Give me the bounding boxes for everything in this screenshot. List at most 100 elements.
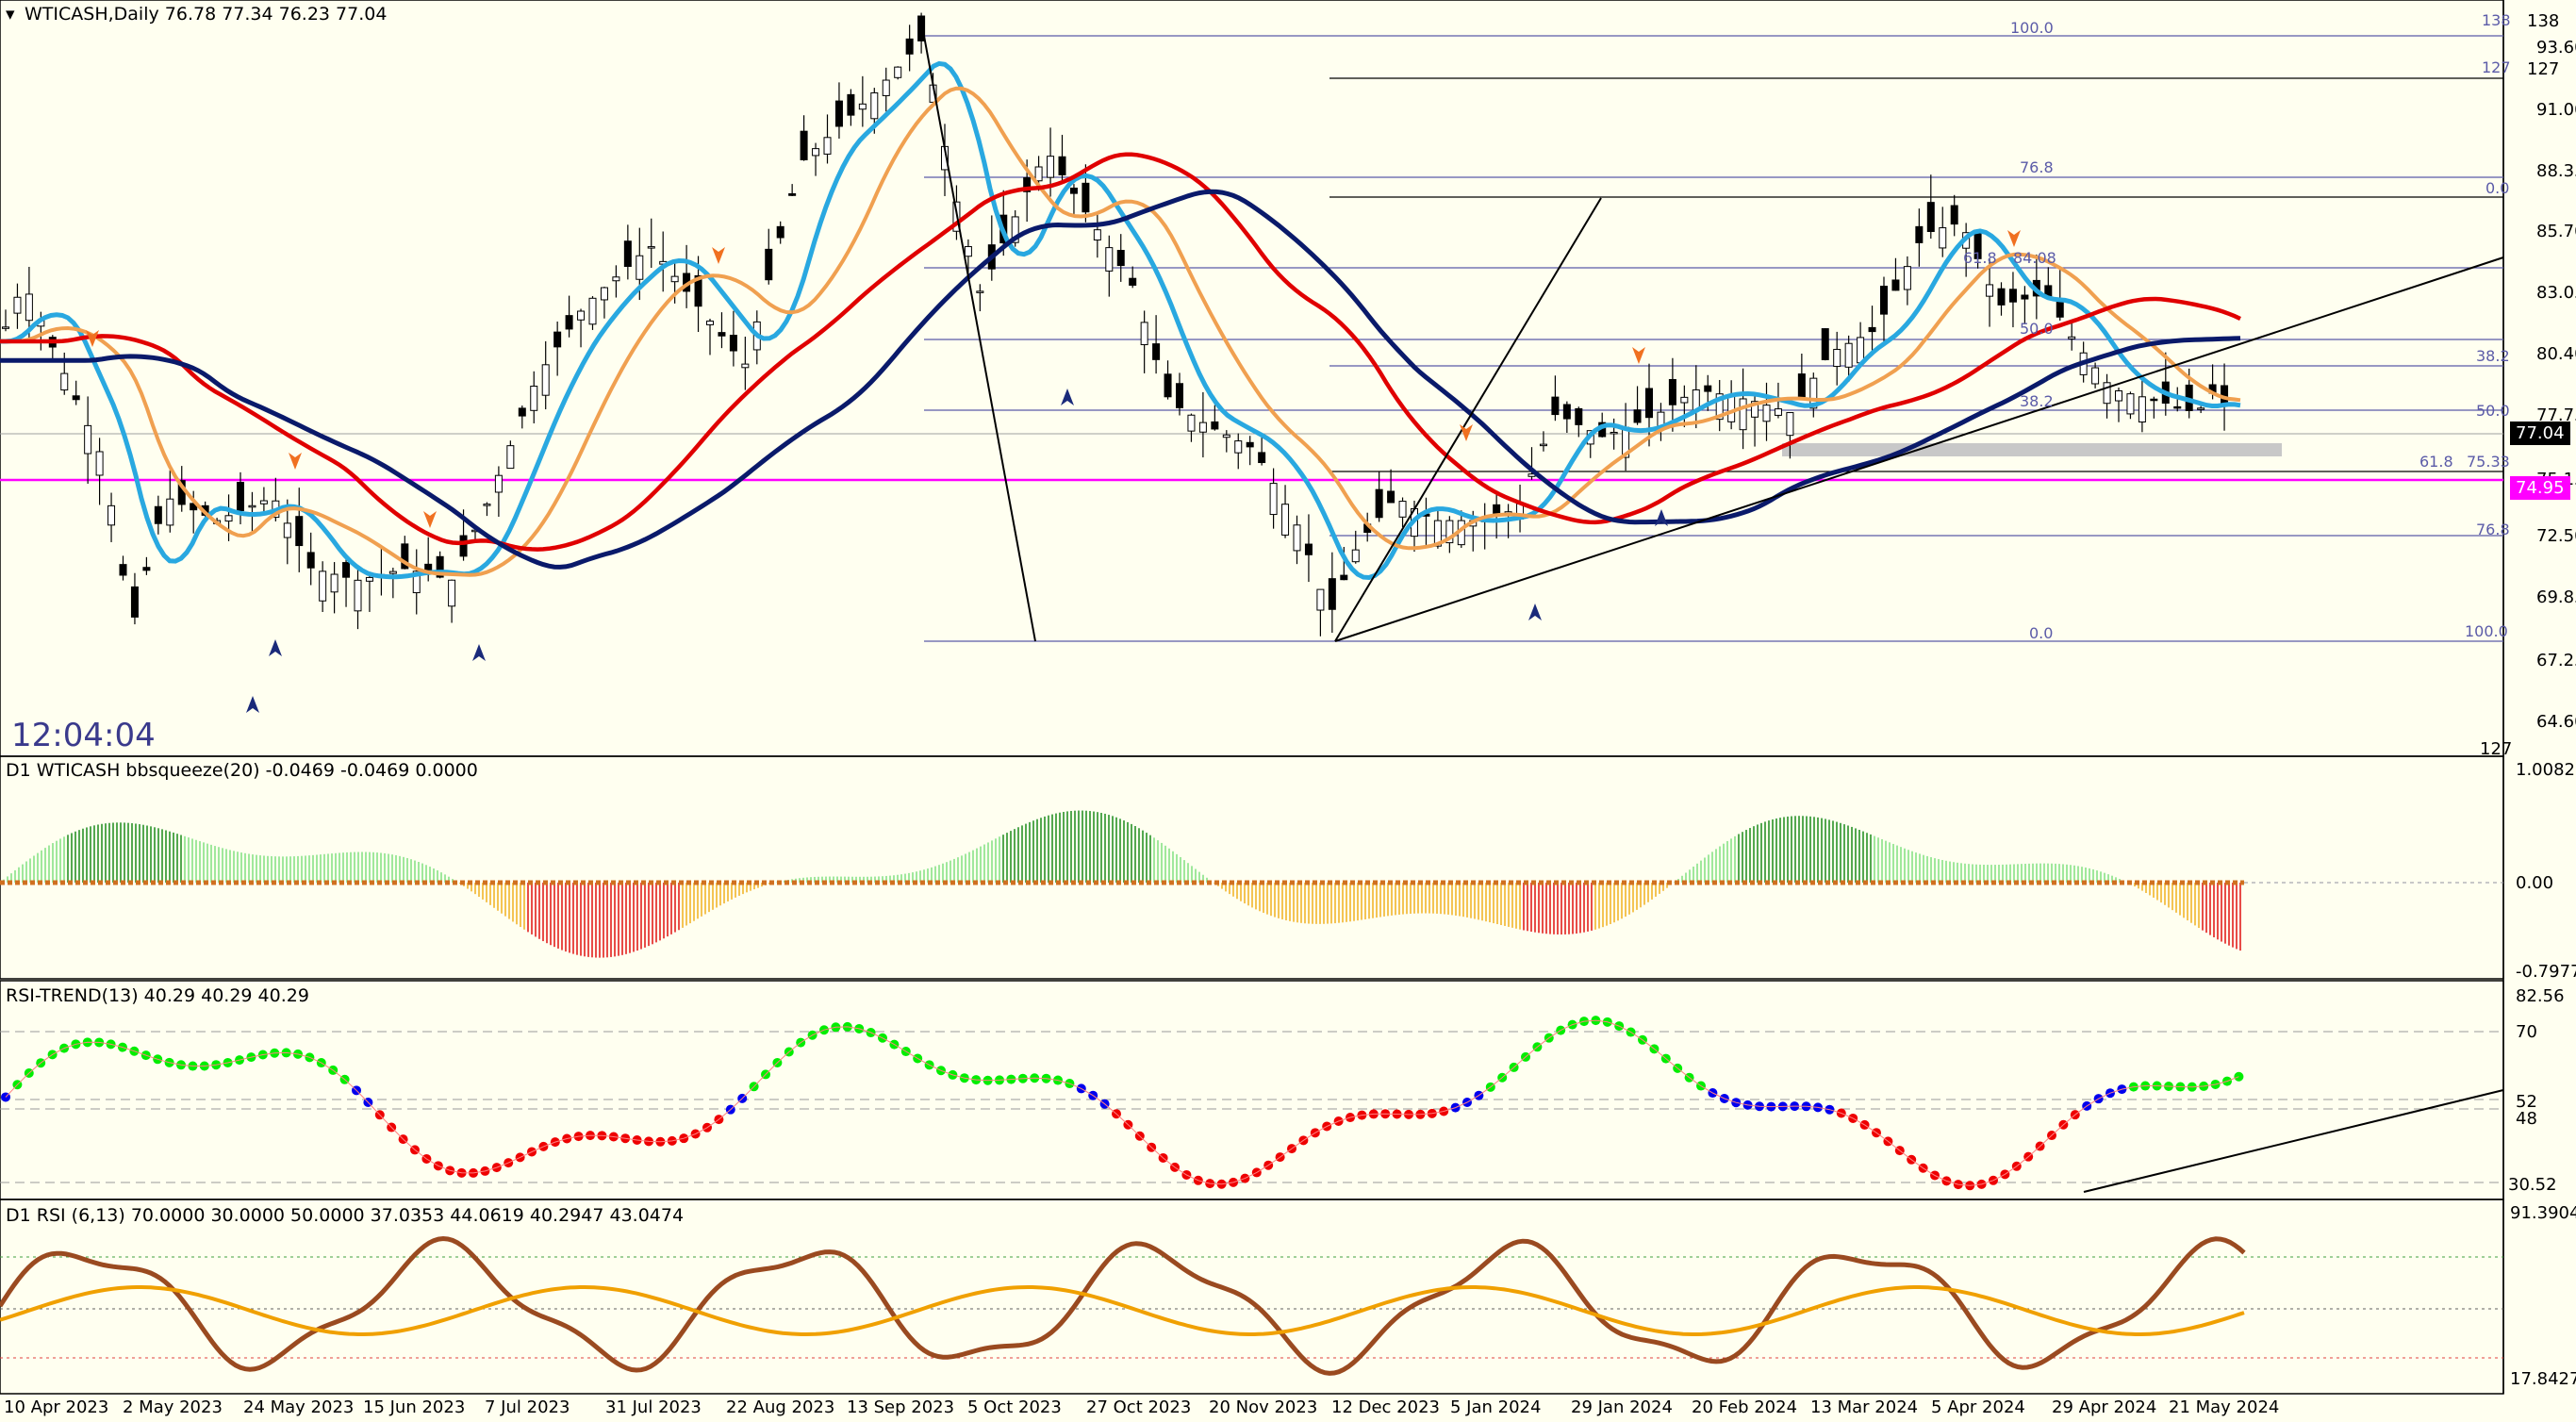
candle-body	[295, 516, 304, 547]
candle-body	[1774, 408, 1782, 416]
candle-body	[1915, 225, 1924, 243]
candle-body	[1645, 388, 1653, 419]
support-zone	[1782, 443, 2282, 456]
rsi-trend-axis-label: 82.56	[2516, 986, 2565, 1006]
candle-body	[1715, 393, 1724, 421]
candle-body	[518, 407, 526, 417]
candle-body	[1093, 229, 1101, 241]
candle-body	[388, 570, 397, 574]
candle-body	[670, 275, 679, 283]
date-label: 7 Jul 2023	[485, 1397, 570, 1417]
candle-body	[1821, 328, 1829, 360]
candle-body	[283, 522, 291, 538]
candle-body	[1023, 177, 1032, 192]
candle-body	[800, 130, 808, 160]
trend-line	[923, 35, 1036, 642]
arrow-down-icon	[86, 330, 99, 347]
candle-body	[2008, 289, 2017, 303]
current-price-badge: 77.04	[2510, 422, 2570, 445]
rsi-header: D1 RSI (6,13) 70.0000 30.0000 50.0000 37…	[6, 1205, 685, 1226]
rsi-trend-header: RSI-TREND(13) 40.29 40.29 40.29	[6, 985, 309, 1006]
candle-body	[847, 93, 855, 116]
candle-body	[119, 564, 127, 576]
candle-body	[1903, 266, 1911, 290]
symbol-header: WTICASH,Daily 76.78 77.34 76.23 77.04	[25, 4, 388, 25]
candle-body	[412, 570, 421, 594]
candle-body	[1433, 520, 1442, 547]
candle-body	[976, 290, 984, 293]
symbol-menu-arrow[interactable]: ▾	[6, 4, 15, 25]
price-axis-label: 85.70	[2536, 222, 2576, 241]
candle-body	[1610, 431, 1618, 435]
candle-body	[436, 555, 444, 578]
trend-line	[1334, 256, 2504, 642]
candle-body	[565, 315, 573, 330]
candle-body	[1575, 407, 1583, 425]
candle-body	[459, 535, 468, 557]
candle-body	[834, 100, 843, 127]
date-label: 12 Dec 2023	[1331, 1397, 1440, 1417]
ma-slow-navy-line	[0, 189, 2241, 570]
candle-body	[1844, 342, 1853, 368]
bbsqueeze-header: D1 WTICASH bbsqueeze(20) -0.0469 -0.0469…	[6, 760, 478, 781]
candle-body	[1539, 443, 1547, 447]
date-label: 5 Jan 2024	[1450, 1397, 1542, 1417]
candle-body	[1328, 578, 1336, 610]
bbsqueeze-axis-label: 0.00	[2516, 873, 2554, 893]
candle-body	[1211, 421, 1219, 430]
arrow-down-icon	[289, 453, 302, 470]
candle-body	[1304, 543, 1313, 555]
candle-body	[224, 515, 233, 522]
candle-body	[1047, 156, 1055, 178]
ma-slow-red-line	[0, 152, 2241, 552]
fib-label: 100.0	[2465, 622, 2508, 640]
candle-body	[1387, 490, 1395, 504]
price-axis-top: 138	[2527, 11, 2560, 31]
candle-body	[330, 573, 339, 593]
candle-body	[812, 148, 820, 157]
fib-label: 0.0	[2485, 179, 2510, 197]
bbsqueeze-axis-label: -0.7977	[2516, 962, 2576, 982]
candle-body	[882, 79, 890, 96]
candle-body	[1293, 524, 1301, 552]
candle-body	[72, 395, 80, 401]
candle-body	[2173, 405, 2182, 409]
fib-label: 38.2	[2476, 347, 2510, 365]
candle-body	[823, 137, 832, 155]
candle-body	[1445, 520, 1454, 544]
candle-body	[1034, 166, 1043, 182]
candle-body	[776, 225, 784, 239]
candle-body	[647, 246, 655, 249]
arrow-up-icon	[246, 696, 259, 713]
candle-body	[1316, 588, 1325, 611]
candle-body	[1152, 343, 1161, 360]
candle-body	[1246, 441, 1254, 448]
arrow-down-icon	[423, 511, 437, 528]
candle-body	[1269, 483, 1278, 516]
date-label: 24 May 2023	[243, 1397, 355, 1417]
arrow-up-icon	[472, 644, 486, 661]
candle-body	[2091, 367, 2100, 385]
candle-body	[13, 296, 22, 314]
price-axis-label: 69.85	[2536, 587, 2576, 607]
candle-body	[530, 386, 538, 411]
arrow-down-icon	[1632, 347, 1645, 364]
candle-body	[623, 240, 632, 267]
candle-body	[1633, 409, 1642, 423]
candle-body	[1986, 284, 1994, 297]
price-axis-label: 88.35	[2536, 161, 2576, 181]
fib-label: 50.0	[2020, 320, 2054, 338]
candle-body	[1704, 385, 1712, 392]
bbsqueeze-axis-label: 1.0082	[2516, 760, 2575, 780]
candle-body	[1105, 247, 1114, 272]
candle-body	[917, 15, 926, 41]
fib-label: 76.8	[2476, 521, 2510, 538]
candle-body	[154, 505, 162, 524]
candle-body	[1551, 396, 1560, 416]
candle-body	[2115, 389, 2122, 402]
candle-body	[60, 372, 69, 391]
candle-body	[1258, 452, 1266, 464]
